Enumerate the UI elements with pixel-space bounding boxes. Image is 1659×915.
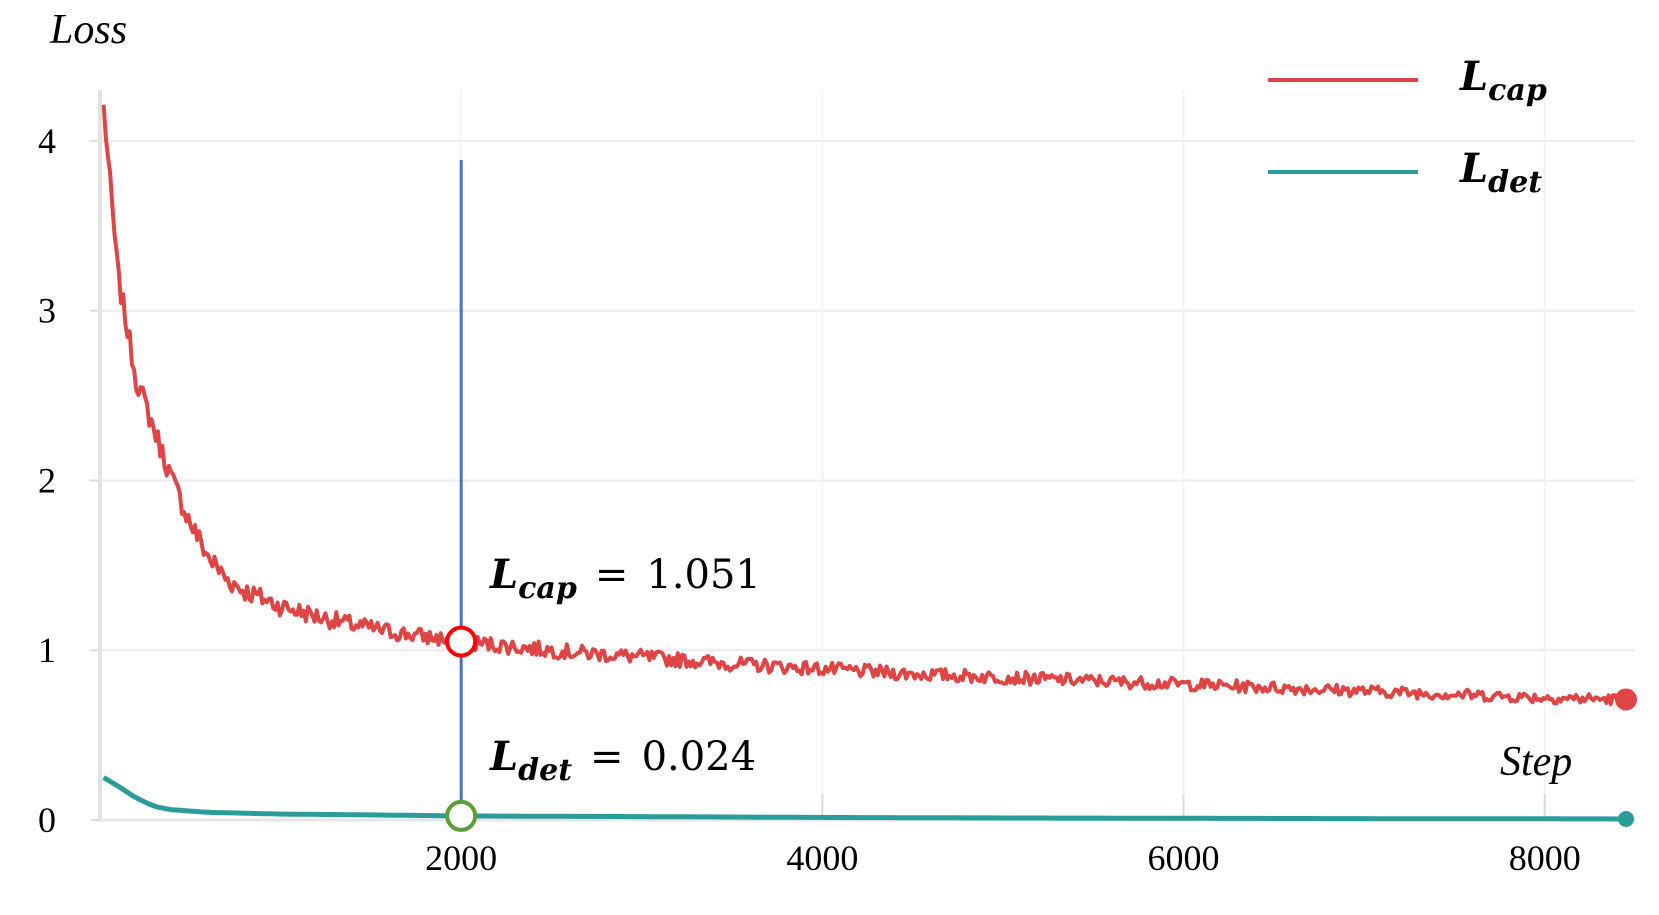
annotation-l-cap-label: Lcap = 1.051 bbox=[489, 551, 761, 606]
marker-point-l-det bbox=[445, 799, 478, 832]
series-line-l-cap bbox=[101, 104, 1627, 707]
chart-grid bbox=[100, 90, 1635, 820]
x-tick-label: 2000 bbox=[425, 838, 497, 878]
marker-point-l-cap bbox=[445, 625, 478, 658]
y-tick-label: 3 bbox=[38, 291, 56, 331]
x-tick-label: 8000 bbox=[1509, 838, 1581, 878]
x-tick-label: 6000 bbox=[1148, 838, 1220, 878]
annotation-l-det-label: Ldet = 0.024 bbox=[489, 733, 756, 788]
legend-label-l-cap: Lcap bbox=[1459, 53, 1547, 108]
chart-series bbox=[101, 104, 1637, 827]
series-end-l-det bbox=[1617, 810, 1634, 827]
annotation-l-cap: Lcap = 1.051 bbox=[489, 551, 761, 606]
step-marker bbox=[445, 160, 478, 832]
y-tick-label: 0 bbox=[38, 800, 56, 840]
chart-axes bbox=[90, 90, 1635, 822]
x-axis-label: Step bbox=[1500, 739, 1572, 785]
y-tick-label: 1 bbox=[38, 630, 56, 670]
annotation-l-det: Ldet = 0.024 bbox=[489, 733, 756, 788]
y-axis-label: Loss bbox=[49, 7, 127, 53]
legend: Lcap Ldet bbox=[1268, 53, 1547, 200]
tick-labels: 0 1 2 3 4 2000 4000 6000 8000 bbox=[38, 121, 1581, 878]
legend-label-l-det: Ldet bbox=[1459, 145, 1542, 200]
y-tick-label: 4 bbox=[38, 121, 56, 161]
y-tick-label: 2 bbox=[38, 460, 56, 500]
series-line-l-det bbox=[102, 775, 1626, 822]
x-tick-label: 4000 bbox=[786, 838, 858, 878]
series-end-l-cap bbox=[1614, 688, 1637, 711]
